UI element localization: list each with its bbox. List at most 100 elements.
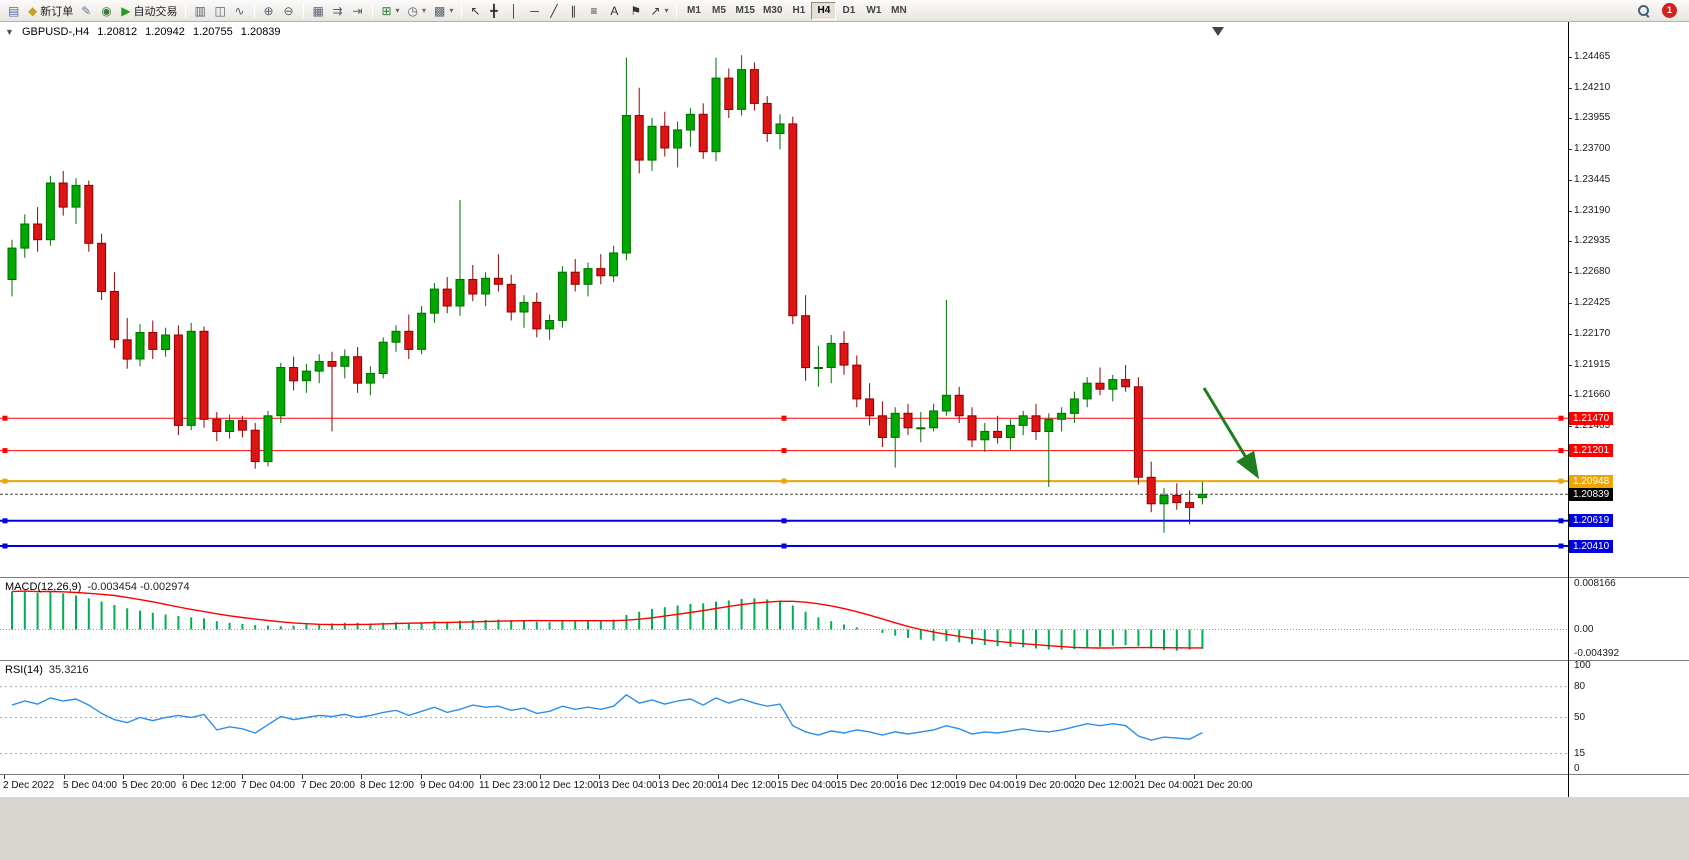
zoom-in-button[interactable]: ⊕ bbox=[259, 1, 279, 21]
price-axis-tick bbox=[1569, 149, 1572, 150]
line-anchor bbox=[781, 478, 787, 484]
rsi-panel[interactable] bbox=[0, 661, 1568, 774]
price-axis-tick bbox=[1569, 426, 1572, 427]
line-anchor bbox=[1558, 415, 1564, 421]
line-anchor bbox=[1558, 478, 1564, 484]
time-axis-tick bbox=[1135, 775, 1136, 779]
periods-button[interactable]: ◷ ▾ bbox=[404, 1, 431, 21]
one-click-trading-toggle-icon[interactable]: ▼ bbox=[5, 27, 14, 37]
line-anchor bbox=[1558, 518, 1564, 524]
new-order-button[interactable]: ◆ 新订单 bbox=[24, 1, 77, 21]
arrows-icon: ↗ bbox=[650, 3, 661, 18]
line-anchor bbox=[2, 478, 8, 484]
bar-chart-button[interactable]: ▥ bbox=[190, 1, 210, 21]
rsi-name: RSI(14) bbox=[5, 664, 43, 676]
equidistant-channel-button[interactable]: ∥ bbox=[566, 1, 586, 21]
time-axis-tick bbox=[837, 775, 838, 779]
autotrading-button[interactable]: ▶ 自动交易 bbox=[117, 1, 181, 21]
timeframe-d1[interactable]: D1 bbox=[836, 2, 861, 20]
autotrading-label: 自动交易 bbox=[133, 5, 178, 18]
search-icon bbox=[1637, 4, 1650, 17]
macd-axis-label: 0.00 bbox=[1574, 624, 1594, 635]
rsi-line bbox=[11, 693, 1203, 741]
hline-price-label: 1.20410 bbox=[1569, 540, 1614, 553]
timeframe-h4[interactable]: H4 bbox=[811, 1, 837, 20]
search-button[interactable] bbox=[1633, 1, 1654, 21]
autotrading-icon: ▶ bbox=[121, 3, 131, 18]
time-axis-label: 15 Dec 04:00 bbox=[777, 780, 837, 791]
timeframe-m30[interactable]: M30 bbox=[759, 2, 786, 20]
line-chart-button[interactable]: ∿ bbox=[230, 1, 250, 21]
candlesticks bbox=[7, 55, 1207, 533]
crosshair-button[interactable]: ╋ bbox=[486, 1, 506, 21]
time-axis-separator bbox=[0, 774, 1689, 775]
candlestick-chart-button[interactable]: ◫ bbox=[210, 1, 230, 21]
timeframe-h1[interactable]: H1 bbox=[786, 2, 811, 20]
dropdown-arrow-icon[interactable]: ▾ bbox=[449, 6, 454, 15]
time-axis-tick bbox=[599, 775, 600, 779]
price-scale-border bbox=[1568, 22, 1569, 797]
macd-label: MACD(12,26,9) -0.003454 -0.002974 bbox=[5, 581, 190, 593]
notification-badge[interactable]: 1 bbox=[1662, 3, 1677, 18]
time-axis-label: 12 Dec 12:00 bbox=[539, 780, 599, 791]
tile-windows-button[interactable]: ▦ bbox=[308, 1, 328, 21]
time-axis-label: 8 Dec 12:00 bbox=[360, 780, 414, 791]
price-axis-label: 1.24465 bbox=[1574, 51, 1611, 62]
chart-shift-button[interactable]: ⇥ bbox=[348, 1, 368, 21]
line-anchor bbox=[781, 518, 787, 524]
auto-scroll-button[interactable]: ⇉ bbox=[328, 1, 348, 21]
templates-button[interactable]: ▩ ▾ bbox=[430, 1, 457, 21]
price-axis-tick bbox=[1569, 272, 1572, 273]
indicators-icon: ⊞ bbox=[381, 3, 392, 18]
chart-shift-icon: ⇥ bbox=[352, 3, 363, 18]
timeframe-m15[interactable]: M15 bbox=[731, 2, 758, 20]
main-chart-plot[interactable] bbox=[0, 22, 1568, 577]
timeframe-m1[interactable]: M1 bbox=[681, 2, 706, 20]
time-axis-label: 7 Dec 20:00 bbox=[301, 780, 355, 791]
dropdown-arrow-icon[interactable]: ▾ bbox=[664, 6, 669, 15]
vertical-line-icon: │ bbox=[510, 3, 518, 18]
cursor-button[interactable]: ↖ bbox=[466, 1, 486, 21]
time-axis-tick bbox=[1194, 775, 1195, 779]
time-axis[interactable]: 2 Dec 2022 5 Dec 04:00 5 Dec 20:00 6 Dec 12… bbox=[0, 775, 1568, 797]
time-axis-tick bbox=[659, 775, 660, 779]
timeframe-m5[interactable]: M5 bbox=[706, 2, 731, 20]
timeframe-mn[interactable]: MN bbox=[886, 2, 911, 20]
rsi-axis-label: 50 bbox=[1574, 712, 1586, 723]
hline-price-label: 1.20619 bbox=[1569, 514, 1614, 527]
bar-chart-icon: ▥ bbox=[194, 3, 206, 18]
fibonacci-button[interactable]: ≡ bbox=[586, 1, 606, 21]
line-anchor bbox=[781, 415, 787, 421]
time-axis-tick bbox=[302, 775, 303, 779]
arrows-button[interactable]: ↗ ▾ bbox=[646, 1, 672, 21]
zoom-out-button[interactable]: ⊖ bbox=[279, 1, 299, 21]
time-axis-tick bbox=[64, 775, 65, 779]
horizontal-line-button[interactable]: ─ bbox=[526, 1, 546, 21]
panel-separator-macd[interactable] bbox=[0, 577, 1689, 578]
time-axis-label: 7 Dec 04:00 bbox=[241, 780, 295, 791]
time-axis-label: 20 Dec 12:00 bbox=[1074, 780, 1134, 791]
fibonacci-icon: ≡ bbox=[590, 3, 598, 18]
macd-panel[interactable] bbox=[0, 578, 1568, 660]
time-axis-tick bbox=[421, 775, 422, 779]
dropdown-arrow-icon[interactable]: ▾ bbox=[395, 6, 400, 15]
text-button[interactable]: A bbox=[606, 1, 626, 21]
history-center-button[interactable]: ◉ bbox=[97, 1, 117, 21]
panel-separator-rsi[interactable] bbox=[0, 660, 1689, 661]
text-icon: A bbox=[610, 3, 619, 18]
timeframe-w1[interactable]: W1 bbox=[861, 2, 886, 20]
indicators-button[interactable]: ⊞ ▾ bbox=[377, 1, 403, 21]
time-axis-label: 2 Dec 2022 bbox=[3, 780, 55, 791]
text-label-button[interactable]: ⚑ bbox=[626, 1, 646, 21]
price-scale[interactable]: 1.24465 1.24210 1.23955 1.23700 1.23445 1.231… bbox=[1569, 22, 1689, 797]
line-anchor bbox=[2, 448, 8, 454]
line-anchor bbox=[2, 518, 8, 524]
trendline-button[interactable]: ╱ bbox=[546, 1, 566, 21]
metaeditor-button[interactable]: ✎ bbox=[77, 1, 97, 21]
time-axis-label: 13 Dec 20:00 bbox=[658, 780, 718, 791]
time-axis-tick bbox=[242, 775, 243, 779]
vertical-line-button[interactable]: │ bbox=[506, 1, 526, 21]
dropdown-arrow-icon[interactable]: ▾ bbox=[422, 6, 427, 15]
new-chart-button[interactable]: ▤ bbox=[4, 1, 24, 21]
line-anchor bbox=[781, 543, 787, 549]
